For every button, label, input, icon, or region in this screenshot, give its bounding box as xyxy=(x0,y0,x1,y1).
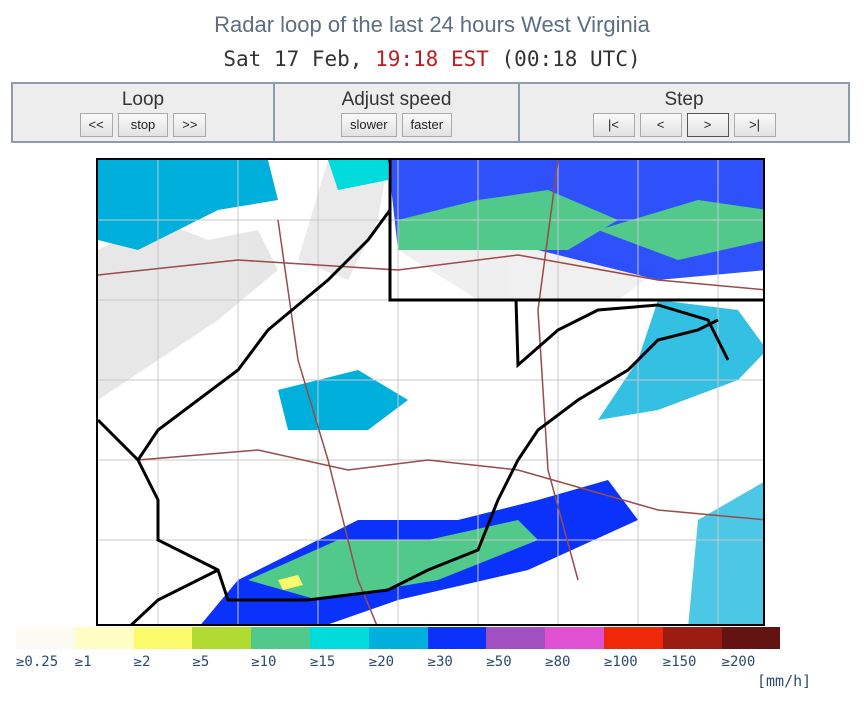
faster-button[interactable]: faster xyxy=(401,113,453,137)
legend-label: ≥150 xyxy=(662,654,697,670)
legend-label: ≥0.25 xyxy=(16,654,59,670)
legend-swatch xyxy=(486,627,546,649)
legend-label: ≥1 xyxy=(74,654,92,670)
speed-label: Adjust speed xyxy=(341,89,452,110)
legend-swatch xyxy=(133,627,193,649)
legend-swatch xyxy=(368,627,428,649)
highways xyxy=(98,160,763,624)
legend-swatch xyxy=(662,627,722,649)
previous-frame-button[interactable]: < xyxy=(639,113,682,137)
time-utc: (00:18 UTC) xyxy=(488,47,641,71)
legend-label: ≥20 xyxy=(368,654,395,670)
legend-label: ≥10 xyxy=(251,654,277,670)
legend-swatch xyxy=(427,627,487,649)
step-label: Step xyxy=(664,89,704,110)
time-local: 19:18 EST xyxy=(375,47,489,71)
legend-label: ≥100 xyxy=(603,654,638,670)
legend-swatch xyxy=(74,627,134,649)
loop-group: Loop << stop >> xyxy=(13,84,275,141)
first-frame-button[interactable]: |< xyxy=(592,113,635,137)
legend-label: ≥5 xyxy=(192,654,210,670)
legend-label: ≥80 xyxy=(545,654,571,670)
legend-swatch xyxy=(721,627,781,649)
light-precip-areas xyxy=(98,160,658,400)
last-frame-button[interactable]: >| xyxy=(733,113,776,137)
loop-forward-button[interactable]: >> xyxy=(173,113,207,137)
precip-legend xyxy=(16,627,781,649)
legend-swatch xyxy=(309,627,369,649)
legend-swatch xyxy=(16,627,75,649)
page-title: Radar loop of the last 24 hours West Vir… xyxy=(214,12,650,37)
slower-button[interactable]: slower xyxy=(340,113,397,137)
legend-unit: [mm/h] xyxy=(757,672,812,690)
next-frame-button[interactable]: > xyxy=(686,113,729,137)
loop-label: Loop xyxy=(121,89,165,110)
legend-label: ≥2 xyxy=(133,654,151,670)
loop-backward-button[interactable]: << xyxy=(79,113,113,137)
loop-controls: Loop << stop >> Adjust speed slower fast… xyxy=(11,82,850,143)
speed-group: Adjust speed slower faster xyxy=(275,84,520,141)
stop-button[interactable]: stop xyxy=(117,113,169,137)
legend-label: ≥200 xyxy=(721,654,756,670)
legend-swatch xyxy=(603,627,663,649)
precip-legend-labels: ≥0.25 ≥1 ≥2 ≥5 ≥10 ≥15 ≥20 ≥30 ≥50 ≥80 ≥100 ≥150 ≥20… xyxy=(16,654,780,670)
radar-map-image xyxy=(98,160,763,624)
legend-label: ≥50 xyxy=(486,654,512,670)
radar-map xyxy=(96,158,765,626)
legend-swatch xyxy=(192,627,252,649)
legend-swatch xyxy=(251,627,310,649)
timestamp: Sat 17 Feb, 19:18 EST (00:18 UTC) xyxy=(0,47,864,71)
legend-swatch xyxy=(545,627,604,649)
step-group: Step |< < > >| xyxy=(520,84,848,141)
time-date: Sat 17 Feb, xyxy=(223,47,376,71)
legend-label: ≥30 xyxy=(427,654,453,670)
legend-label: ≥15 xyxy=(309,654,336,670)
state-borders xyxy=(98,160,763,624)
